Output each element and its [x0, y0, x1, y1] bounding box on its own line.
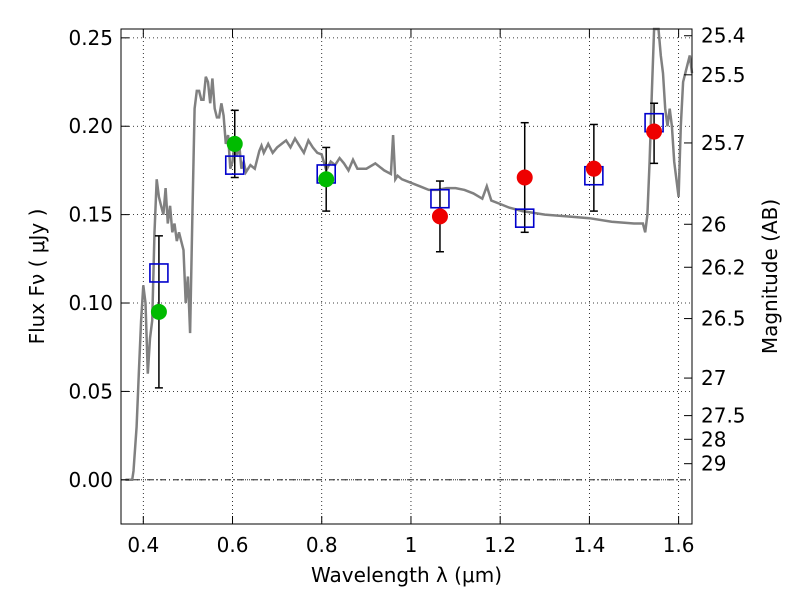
magnitude-tick-label: 25.4 — [701, 24, 746, 48]
model-spectrum-line — [125, 27, 694, 482]
model-flux-square — [430, 188, 450, 209]
y-tick-label: 0.05 — [68, 379, 113, 403]
plot-frame — [120, 28, 693, 525]
x-axis-label: Wavelength λ (μm) — [311, 563, 502, 587]
magnitude-tick-label: 26.2 — [701, 255, 746, 279]
x-tick-label: 0.8 — [306, 533, 338, 557]
model-flux-square — [514, 208, 535, 228]
nir-flux-point — [516, 169, 533, 186]
axis-ticks: 0.4 0.6 0.8 1 1.2 1.4 1.6 0.00 0.05 0.10 0.15 0.20 0… — [68, 24, 745, 557]
x-tick-label: 1.6 — [663, 533, 695, 557]
nir-flux-point — [585, 160, 602, 177]
magnitude-tick-label: 29 — [701, 452, 726, 476]
optical-flux-point — [318, 171, 335, 188]
optical-flux-point — [150, 303, 167, 320]
y-tick-label: 0.10 — [68, 291, 113, 315]
grid-lines — [121, 29, 692, 524]
magnitude-tick-label: 27 — [701, 366, 726, 390]
data-points — [149, 112, 664, 320]
optical-flux-point — [226, 135, 243, 152]
magnitude-tick-label: 27.5 — [701, 404, 746, 428]
model-flux-square — [224, 155, 245, 175]
model-flux-square — [149, 263, 169, 283]
magnitude-tick-label: 26.5 — [701, 307, 746, 331]
nir-flux-point — [431, 208, 448, 225]
nir-flux-point — [646, 123, 663, 140]
y-axis-label: Flux Fν ( μJy ) — [25, 209, 49, 345]
x-tick-label: 0.4 — [127, 533, 159, 557]
y-tick-label: 0.25 — [68, 26, 113, 50]
x-tick-label: 0.6 — [217, 533, 249, 557]
x-tick-label: 1 — [405, 533, 418, 557]
magnitude-tick-label: 25.5 — [701, 63, 746, 87]
magnitude-tick-label: 26 — [701, 212, 726, 236]
magnitude-axis-label: Magnitude (AB) — [758, 199, 782, 354]
magnitude-tick-label: 28 — [701, 427, 726, 451]
y-tick-label: 0.20 — [68, 114, 113, 138]
x-tick-label: 1.4 — [573, 533, 605, 557]
y-tick-label: 0.00 — [68, 468, 113, 492]
x-tick-label: 1.2 — [484, 533, 516, 557]
y-tick-label: 0.15 — [68, 203, 113, 227]
magnitude-tick-label: 25.7 — [701, 131, 746, 155]
